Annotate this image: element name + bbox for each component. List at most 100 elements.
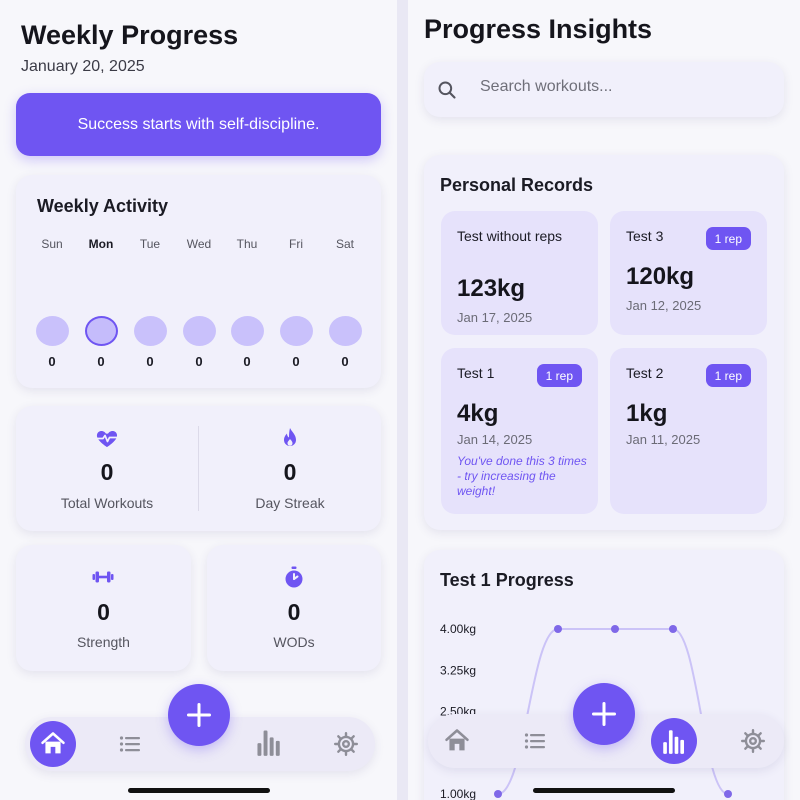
- day-workout-count: 0: [146, 354, 154, 369]
- day-label-sun: Sun: [41, 237, 63, 251]
- record-date: Jan 11, 2025: [626, 432, 701, 447]
- day-label-wed: Wed: [186, 237, 212, 251]
- nav-stats-button[interactable]: [252, 725, 286, 759]
- day-streak-label: Day Streak: [255, 495, 325, 511]
- search-bar[interactable]: [424, 62, 784, 117]
- record-name: Test without reps: [457, 228, 563, 244]
- record-date: Jan 14, 2025: [457, 432, 533, 447]
- data-point[interactable]: [669, 625, 677, 633]
- record-name: Test 2: [626, 365, 664, 381]
- record-card[interactable]: Test 1 1 rep 4kg Jan 14, 2025 You've don…: [441, 348, 598, 514]
- day-workout-count: 0: [292, 354, 300, 369]
- plus-icon: [186, 702, 212, 728]
- day-label-mon: Mon: [88, 237, 114, 251]
- weekly-progress-screen: Weekly Progress January 20, 2025 Success…: [0, 0, 397, 800]
- day-label-thu: Thu: [236, 237, 258, 251]
- day-label-tue: Tue: [139, 237, 161, 251]
- bar-chart-icon: [257, 730, 280, 756]
- record-value: 120kg: [626, 263, 695, 290]
- wods-card[interactable]: 0 WODs: [207, 545, 381, 671]
- strength-card[interactable]: 0 Strength: [16, 545, 191, 671]
- wods-label: WODs: [273, 634, 315, 650]
- home-indicator: [128, 788, 270, 793]
- weekly-activity-title: Weekly Activity: [37, 196, 169, 216]
- gear-icon: [740, 728, 766, 754]
- search-input[interactable]: [480, 78, 760, 96]
- nav-stats-button[interactable]: [651, 718, 697, 764]
- day-activity-dot[interactable]: [36, 316, 69, 346]
- gear-icon: [333, 731, 359, 757]
- page-title: Weekly Progress: [21, 20, 239, 50]
- data-point[interactable]: [724, 790, 732, 798]
- stopwatch-icon: [285, 566, 303, 588]
- add-workout-button[interactable]: [573, 683, 635, 745]
- nav-list-button[interactable]: [518, 724, 552, 758]
- strength-value: 0: [97, 599, 110, 625]
- summary-stats-card: 0 Total Workouts 0 Day Streak: [16, 406, 381, 531]
- nav-home-button[interactable]: [30, 721, 76, 767]
- motivation-banner: Success starts with self-discipline.: [16, 93, 381, 156]
- day-workout-count: 0: [341, 354, 349, 369]
- progress-insights-screen: Progress Insights Personal Records Test …: [408, 0, 800, 800]
- record-name: Test 3: [626, 228, 664, 244]
- personal-records-title: Personal Records: [440, 175, 594, 195]
- home-indicator: [533, 788, 675, 793]
- record-reps-badge: 1 rep: [705, 364, 751, 387]
- list-icon: [524, 733, 545, 749]
- panel-divider: [397, 0, 408, 800]
- day-streak-value: 0: [283, 459, 297, 485]
- record-card[interactable]: Test without reps 123kg Jan 17, 2025: [441, 211, 598, 335]
- y-tick-label: 3.25kg: [440, 663, 476, 677]
- data-point[interactable]: [611, 625, 619, 633]
- record-name: Test 1: [457, 365, 495, 381]
- page-date: January 20, 2025: [21, 58, 145, 75]
- day-activity-dot[interactable]: [85, 316, 118, 346]
- bar-chart-icon: [663, 730, 685, 754]
- nav-list-button[interactable]: [113, 727, 147, 761]
- day-workout-count: 0: [195, 354, 203, 369]
- day-label-sat: Sat: [335, 237, 354, 251]
- search-icon: [438, 81, 456, 99]
- data-point[interactable]: [494, 790, 502, 798]
- dumbbell-icon: [92, 571, 114, 583]
- progress-chart-title: Test 1 Progress: [440, 570, 574, 590]
- y-tick-label: 4.00kg: [440, 622, 476, 636]
- nav-home-button[interactable]: [440, 724, 474, 758]
- add-workout-button[interactable]: [168, 684, 230, 746]
- day-activity-dot[interactable]: [329, 316, 362, 346]
- day-activity-dot[interactable]: [134, 316, 167, 346]
- personal-records-card: Personal Records Test without reps 123kg…: [424, 155, 784, 530]
- record-value: 4kg: [457, 400, 499, 427]
- day-activity-dot[interactable]: [280, 316, 313, 346]
- plus-icon: [591, 701, 617, 727]
- day-label-fri: Fri: [289, 237, 303, 251]
- data-point[interactable]: [554, 625, 562, 633]
- record-value: 123kg: [457, 275, 526, 302]
- page-title: Progress Insights: [424, 14, 653, 44]
- day-activity-dot[interactable]: [231, 316, 264, 346]
- motivation-quote: Success starts with self-discipline.: [77, 115, 320, 133]
- nav-settings-button[interactable]: [329, 727, 363, 761]
- record-value: 1kg: [626, 400, 668, 427]
- record-card[interactable]: Test 2 1 rep 1kg Jan 11, 2025: [610, 348, 767, 514]
- record-reps-badge: 1 rep: [536, 364, 582, 387]
- home-icon: [445, 729, 469, 751]
- total-workouts-value: 0: [100, 459, 114, 485]
- day-workout-count: 0: [48, 354, 56, 369]
- nav-settings-button[interactable]: [736, 724, 770, 758]
- heart-pulse-icon: [96, 431, 118, 447]
- day-workout-count: 0: [97, 354, 105, 369]
- record-card[interactable]: Test 3 1 rep 120kg Jan 12, 2025: [610, 211, 767, 335]
- record-reps-badge: 1 rep: [705, 227, 751, 250]
- stats-divider: [198, 426, 199, 511]
- record-date: Jan 12, 2025: [626, 298, 702, 313]
- wods-value: 0: [287, 599, 301, 625]
- record-date: Jan 17, 2025: [457, 310, 533, 325]
- day-activity-dot[interactable]: [183, 316, 216, 346]
- day-workout-count: 0: [243, 354, 251, 369]
- strength-label: Strength: [77, 634, 130, 650]
- total-workouts-label: Total Workouts: [60, 495, 154, 511]
- y-tick-label: 1.00kg: [440, 787, 476, 800]
- home-icon: [41, 732, 65, 754]
- weekly-activity-card: Weekly Activity Sun 0 Mon 0 Tue 0 Wed 0 Thu 0 Fri 0…: [16, 175, 381, 388]
